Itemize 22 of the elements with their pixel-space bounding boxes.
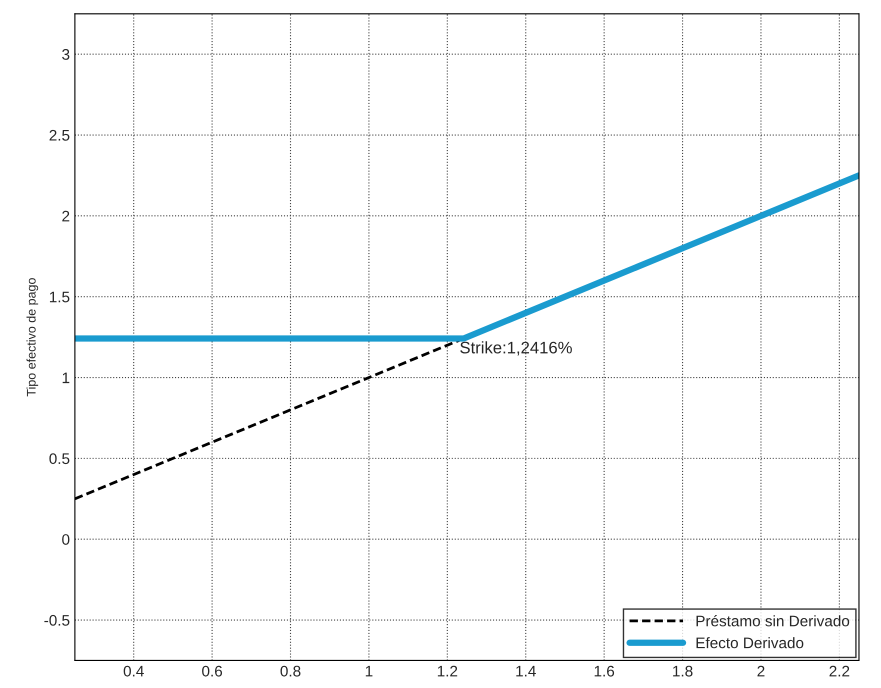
x-tick-label: 1 xyxy=(366,666,372,676)
x-tick-label: 2 xyxy=(757,666,764,676)
y-tick-label: 0 xyxy=(62,534,70,545)
y-tick-label: 0.5 xyxy=(49,453,70,464)
x-tick-label: 0.6 xyxy=(202,666,222,677)
legend-label: Préstamo sin Derivado xyxy=(696,615,850,626)
x-tick-label: 2.2 xyxy=(830,666,850,676)
legend-label: Efecto Derivado xyxy=(696,637,804,648)
x-tick-label: 0.8 xyxy=(280,666,300,677)
y-tick-label: -0.5 xyxy=(44,614,70,626)
x-tick-label: 1.8 xyxy=(673,666,693,677)
annotation: Strike:1,2416% xyxy=(460,341,572,356)
y-tick-label: 2.5 xyxy=(50,130,70,141)
x-tick-label: 0.4 xyxy=(124,666,144,677)
y-tick-label: 3 xyxy=(62,49,70,60)
x-tick-label: 1.6 xyxy=(594,666,614,677)
y-tick-label: 1 xyxy=(62,372,70,384)
x-tick-label: 1.2 xyxy=(438,666,458,676)
y-axis-title: Tipo efectivo de pago xyxy=(26,278,38,396)
y-tick-label: 2 xyxy=(62,210,70,222)
x-tick-label: 1.4 xyxy=(516,666,536,676)
y-tick-label: 1.5 xyxy=(50,292,70,302)
